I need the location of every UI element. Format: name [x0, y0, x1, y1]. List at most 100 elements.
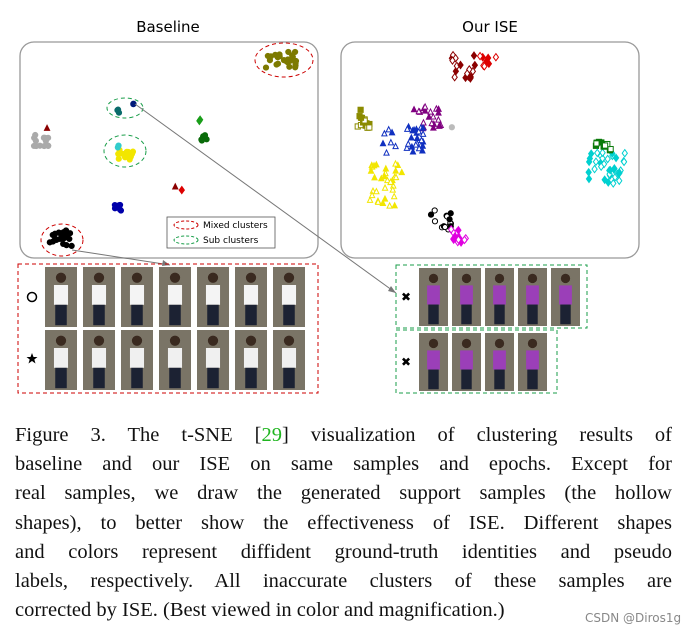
point — [435, 108, 442, 116]
point — [418, 136, 425, 144]
point — [585, 174, 593, 184]
photo-body — [167, 348, 183, 368]
photo-head — [207, 335, 219, 346]
point — [612, 153, 620, 163]
mixed-cluster — [254, 42, 314, 78]
point — [409, 126, 417, 134]
point — [379, 199, 387, 207]
photo-head — [283, 335, 295, 346]
point — [591, 164, 598, 174]
point — [585, 157, 593, 167]
photo-head — [245, 272, 257, 283]
photo-body — [460, 285, 473, 305]
watermark: CSDN @Diros1g — [583, 611, 684, 625]
point — [30, 142, 38, 150]
point — [447, 210, 454, 217]
photo-head — [207, 272, 219, 283]
photo-legs — [169, 367, 181, 389]
photo-legs — [207, 304, 219, 326]
photo-legs — [131, 304, 143, 326]
point — [599, 148, 606, 158]
photo-head — [131, 272, 143, 283]
citation[interactable]: 29 — [261, 424, 282, 446]
point — [196, 115, 204, 125]
scatter — [30, 48, 629, 250]
point — [398, 168, 406, 176]
point — [171, 182, 179, 190]
point — [384, 176, 391, 184]
point — [366, 196, 374, 203]
point — [274, 54, 281, 61]
point — [292, 57, 300, 65]
point — [449, 56, 456, 65]
point — [380, 129, 388, 137]
point — [366, 124, 373, 131]
point — [274, 60, 282, 67]
photo-legs — [494, 369, 505, 390]
point — [381, 172, 389, 180]
photo-head — [560, 273, 571, 284]
point — [262, 64, 270, 71]
arrowhead — [388, 286, 396, 293]
point — [420, 118, 427, 126]
point — [387, 178, 394, 185]
point — [372, 187, 380, 195]
point — [431, 207, 438, 214]
photo-body — [167, 285, 183, 305]
point — [117, 207, 125, 214]
point — [382, 164, 390, 172]
sub-cluster — [103, 134, 147, 168]
point — [435, 115, 442, 123]
photo-body — [281, 285, 297, 305]
point — [285, 48, 292, 56]
point — [441, 223, 449, 231]
point — [291, 48, 299, 56]
figure: Baseline Our ISE Mixed clusters Sub clus… — [17, 18, 640, 394]
point — [60, 233, 67, 240]
point — [593, 140, 600, 147]
photo-legs — [207, 367, 219, 389]
photo-head — [461, 338, 472, 349]
photo-head — [461, 273, 472, 284]
point — [392, 173, 400, 181]
point — [476, 51, 484, 61]
point — [471, 60, 479, 70]
caption-line: baseline and our ISE on same samples and… — [15, 453, 672, 476]
point — [126, 156, 133, 163]
photo-legs — [283, 367, 295, 389]
point — [470, 51, 478, 61]
point — [457, 60, 464, 70]
cross-symbol: ✖ — [401, 355, 411, 369]
point — [114, 144, 121, 151]
point — [403, 125, 411, 132]
photo-legs — [461, 369, 472, 390]
photo-head — [527, 338, 538, 349]
point — [600, 159, 608, 169]
point — [392, 166, 400, 174]
photo-legs — [527, 304, 538, 325]
mixed-cluster — [40, 223, 84, 257]
point — [367, 166, 375, 174]
point — [415, 127, 423, 135]
point — [447, 224, 455, 234]
photo-legs — [55, 304, 67, 326]
photo-body — [460, 350, 473, 370]
point — [481, 61, 488, 71]
photo-head — [283, 272, 295, 283]
caption-line: shapes), to better show the effectivenes… — [15, 511, 672, 534]
photo-body — [205, 348, 221, 368]
point — [392, 159, 399, 167]
arrow — [134, 103, 397, 294]
photo-head — [494, 273, 505, 284]
photo-head — [428, 338, 439, 349]
point — [429, 112, 437, 120]
photo-body — [281, 348, 297, 368]
photo-body — [53, 285, 69, 305]
photo-head — [169, 272, 181, 283]
photo-head — [245, 335, 257, 346]
point — [45, 134, 52, 141]
legend-label: Mixed clusters — [203, 221, 268, 231]
photo-legs — [283, 304, 295, 326]
point — [387, 138, 395, 146]
